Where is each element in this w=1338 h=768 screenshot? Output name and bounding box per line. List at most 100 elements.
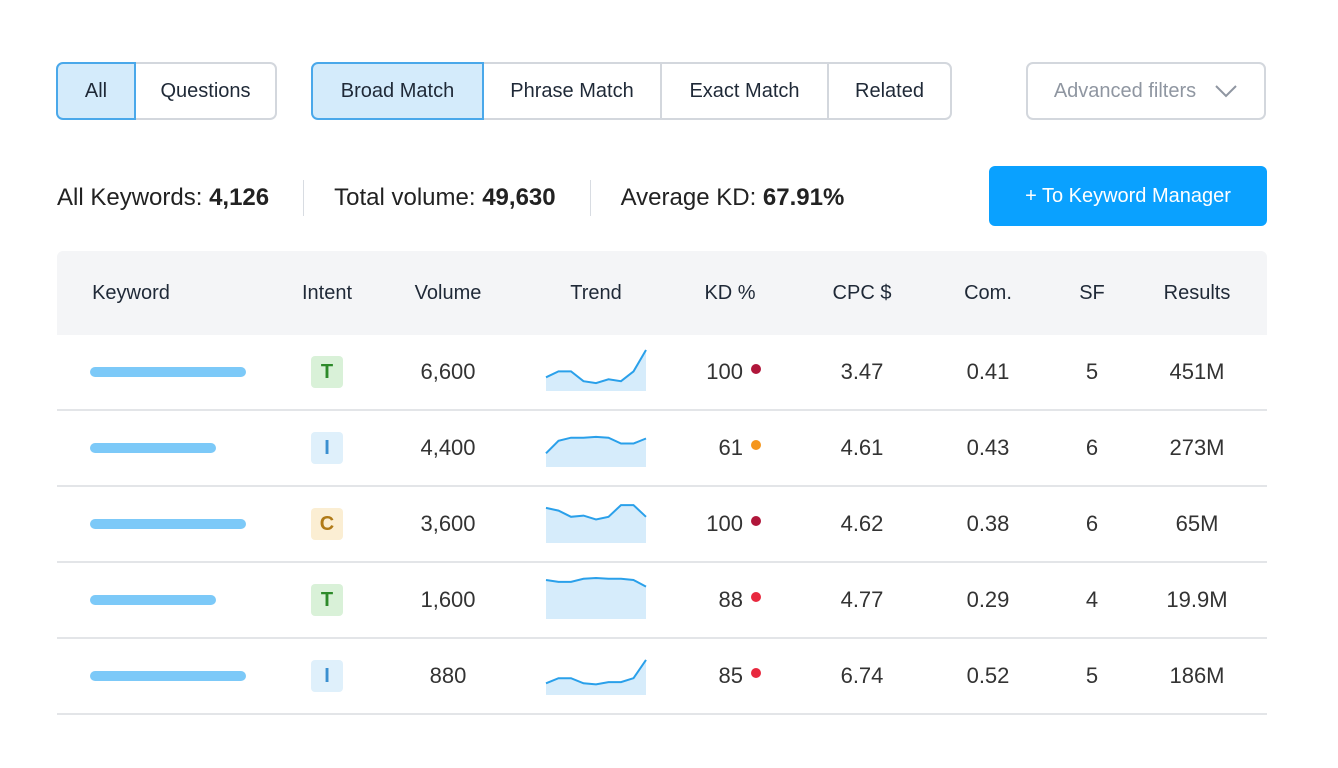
chevron-down-icon [1215, 85, 1237, 98]
column-header-sf[interactable]: SF [1079, 282, 1105, 304]
serp-features-cell: 5 [1085, 359, 1099, 384]
intent-cell: T [311, 563, 343, 637]
trend-sparkline [545, 504, 647, 543]
cpc-cell: 4.77 [840, 587, 884, 612]
volume-cell: 1,600 [420, 587, 476, 612]
table-row[interactable]: I 880 85 6.74 0.52 5 186M [57, 639, 1267, 715]
volume-cell: 6,600 [420, 359, 476, 384]
cpc-cell: 6.74 [840, 663, 884, 688]
serp-features-cell: 6 [1085, 435, 1099, 460]
serp-features-cell: 6 [1085, 511, 1099, 536]
advanced-filters-dropdown[interactable]: Advanced filters [1026, 62, 1266, 120]
serp-features-cell: 5 [1085, 663, 1099, 688]
stat-average-kd-label: Average KD: [620, 184, 757, 211]
kd-cell: 100 [683, 335, 761, 409]
keyword-placeholder-bar[interactable] [90, 671, 246, 681]
stat-all-keywords-label: All Keywords: [57, 184, 203, 211]
intent-badge: I [311, 432, 343, 464]
stat-divider [303, 180, 305, 216]
stat-all-keywords-value: 4,126 [209, 184, 270, 211]
cpc-cell: 4.62 [840, 511, 884, 536]
column-header-keyword[interactable]: Keyword [92, 282, 170, 304]
stat-average-kd-value: 67.91% [762, 184, 845, 211]
cpc-cell: 4.61 [840, 435, 884, 460]
competition-cell: 0.43 [966, 435, 1010, 460]
table-row[interactable]: T 1,600 88 4.77 0.29 4 19.9M [57, 563, 1267, 639]
keyword-placeholder-bar[interactable] [90, 595, 217, 605]
trend-line [545, 349, 647, 385]
filter-group-type: All Questions [56, 62, 277, 120]
filter-group-match: Broad Match Phrase Match Exact Match Rel… [311, 62, 952, 120]
kd-difficulty-dot-icon [751, 592, 761, 602]
kd-difficulty-dot-icon [751, 516, 761, 526]
intent-cell: I [311, 639, 343, 713]
intent-badge: C [311, 508, 343, 540]
kd-cell: 88 [683, 563, 761, 637]
column-header-results[interactable]: Results [1163, 282, 1231, 304]
filter-related-button[interactable]: Related [827, 62, 952, 120]
intent-cell: C [311, 487, 343, 561]
column-header-kd[interactable]: KD % [704, 282, 756, 304]
results-cell: 273M [1169, 435, 1225, 460]
trend-area [546, 659, 646, 695]
results-cell: 19.9M [1166, 587, 1228, 612]
competition-cell: 0.29 [966, 587, 1010, 612]
trend-area [546, 436, 646, 467]
trend-sparkline [545, 659, 647, 695]
results-cell: 451M [1169, 359, 1225, 384]
trend-area [546, 350, 646, 391]
column-header-trend: Trend [570, 282, 622, 304]
serp-features-cell: 4 [1085, 587, 1099, 612]
kd-value: 85 [718, 663, 743, 688]
stat-divider [589, 180, 591, 216]
intent-badge: T [311, 584, 343, 616]
competition-cell: 0.38 [966, 511, 1010, 536]
volume-cell: 3,600 [420, 511, 476, 536]
keyword-placeholder-bar[interactable] [90, 443, 217, 453]
trend-line [545, 576, 647, 588]
competition-cell: 0.52 [966, 663, 1010, 688]
keyword-placeholder-bar[interactable] [90, 519, 246, 529]
intent-cell: T [311, 335, 343, 409]
to-keyword-manager-button[interactable]: + To Keyword Manager [989, 166, 1267, 226]
stat-total-volume-value: 49,630 [482, 184, 556, 211]
intent-badge: T [311, 356, 343, 388]
kd-difficulty-dot-icon [751, 440, 761, 450]
trend-area [546, 505, 646, 543]
results-cell: 186M [1169, 663, 1225, 688]
table-row[interactable]: C 3,600 100 4.62 0.38 6 65M [57, 487, 1267, 563]
intent-badge: I [311, 660, 343, 692]
filter-exact-match-button[interactable]: Exact Match [660, 62, 829, 120]
trend-sparkline [545, 349, 647, 391]
volume-cell: 880 [429, 663, 467, 688]
results-cell: 65M [1175, 511, 1219, 536]
keyword-placeholder-bar[interactable] [90, 367, 246, 377]
kd-value: 100 [706, 359, 743, 384]
stat-total-volume: Total volume: 49,630 [334, 184, 555, 212]
column-header-intent[interactable]: Intent [301, 282, 353, 304]
kd-difficulty-dot-icon [751, 668, 761, 678]
column-header-volume[interactable]: Volume [414, 282, 482, 304]
kd-value: 100 [706, 511, 743, 536]
stat-total-volume-label: Total volume: [334, 184, 476, 211]
trend-line [545, 504, 647, 521]
trend-sparkline [545, 576, 647, 619]
kd-difficulty-dot-icon [751, 364, 761, 374]
filter-broad-match-button[interactable]: Broad Match [311, 62, 484, 120]
kd-value: 88 [718, 587, 743, 612]
table-row[interactable]: T 6,600 100 3.47 0.41 5 451M [57, 335, 1267, 411]
competition-cell: 0.41 [966, 359, 1010, 384]
table-row[interactable]: I 4,400 61 4.61 0.43 6 273M [57, 411, 1267, 487]
cpc-cell: 3.47 [840, 359, 884, 384]
kd-cell: 85 [683, 639, 761, 713]
advanced-filters-label: Advanced filters [1053, 79, 1197, 102]
column-header-cpc[interactable]: CPC $ [832, 282, 892, 304]
table-header: Keyword Intent Volume Trend KD % CPC $ C… [57, 251, 1267, 335]
trend-sparkline [545, 435, 647, 467]
filter-questions-button[interactable]: Questions [134, 62, 277, 120]
trend-line [545, 659, 647, 686]
table-body: T 6,600 100 3.47 0.41 5 451M I 4,400 61 4.61 0.43 6 2… [57, 335, 1267, 715]
column-header-com[interactable]: Com. [964, 282, 1012, 304]
filter-phrase-match-button[interactable]: Phrase Match [482, 62, 662, 120]
filter-all-button[interactable]: All [56, 62, 136, 120]
